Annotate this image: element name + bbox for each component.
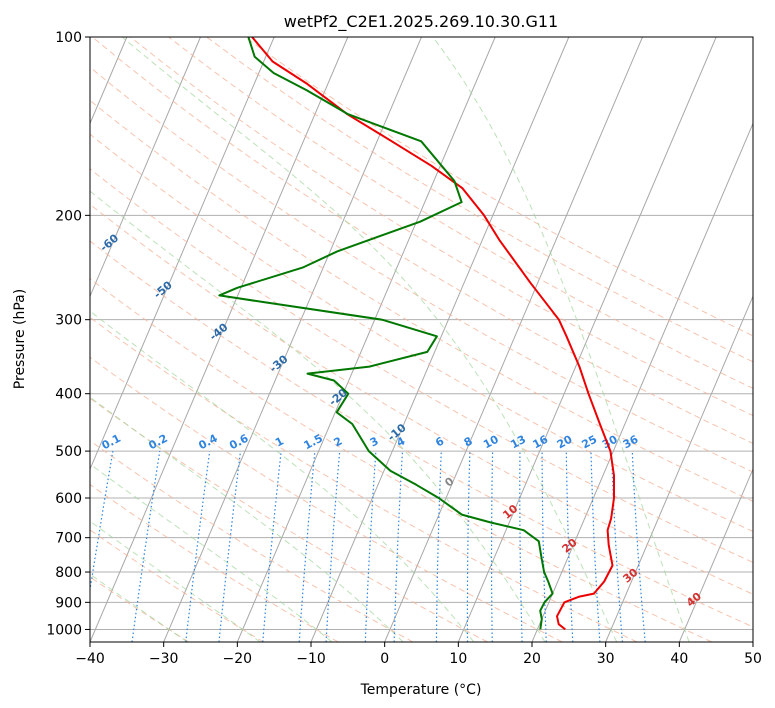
y-axis-label: Pressure (hPa) bbox=[12, 289, 28, 389]
dry-adiabat-130 bbox=[168, 37, 753, 389]
y-tick-label-600: 600 bbox=[55, 491, 82, 507]
x-axis-label: Temperature (°C) bbox=[360, 682, 482, 698]
mixing-ratio-line-36 bbox=[631, 451, 646, 642]
isotherm-10 bbox=[457, 37, 717, 642]
isotherm--30 bbox=[163, 37, 422, 642]
x-tick-label-40: 40 bbox=[670, 651, 688, 667]
isotherm--40 bbox=[90, 37, 349, 642]
mixing-ratio-line-0.2 bbox=[131, 451, 161, 642]
isotherm-30 bbox=[605, 295, 753, 642]
dewpoint-profile bbox=[218, 37, 554, 630]
dry-adiabat-40 bbox=[90, 278, 712, 642]
mixing-ratio-label-36: 36 bbox=[621, 433, 641, 452]
dry-adiabat-150 bbox=[244, 37, 753, 337]
y-tick-label-1000: 1000 bbox=[46, 622, 82, 638]
x-axis: −40 −30 −20 −10 0 10 20 30 40 50 bbox=[75, 642, 762, 667]
isotherm-0 bbox=[384, 37, 643, 642]
moist-adiabat--10 bbox=[90, 463, 333, 642]
dry-adiabat-60 bbox=[90, 203, 753, 595]
y-tick-label-500: 500 bbox=[55, 444, 82, 460]
mixing-ratio-line-0.6 bbox=[218, 451, 242, 642]
y-tick-label-200: 200 bbox=[55, 208, 82, 224]
mixing-ratio-line-1 bbox=[262, 451, 282, 642]
mixing-ratio-label-13: 13 bbox=[508, 433, 528, 452]
mixing-ratio-label-16: 16 bbox=[531, 433, 551, 452]
y-tick-label-100: 100 bbox=[55, 30, 82, 46]
moist-adiabat--20 bbox=[90, 520, 261, 642]
dry-adiabat-110 bbox=[91, 37, 753, 445]
dry-adiabat-80 bbox=[90, 133, 753, 533]
x-tick-label-20: 20 bbox=[523, 651, 541, 667]
dry-adiabat--10 bbox=[90, 483, 339, 642]
mixing-ratio-line-1.5 bbox=[298, 451, 316, 642]
moist-adiabat-40 bbox=[432, 37, 690, 642]
moist-adiabat-10 bbox=[90, 310, 475, 642]
mixing-ratio-label-10: 10 bbox=[481, 433, 501, 452]
x-tick-label-10: 10 bbox=[449, 651, 467, 667]
temperature-profile bbox=[251, 37, 615, 631]
y-axis: 100 200 300 400 500 600 700 800 900 1000 bbox=[46, 30, 90, 638]
dry-adiabat-90 bbox=[90, 99, 753, 502]
moist-adiabat-0 bbox=[90, 396, 404, 642]
mixing-ratio-label-25: 25 bbox=[580, 433, 600, 452]
chart-title: wetPf2_C2E1.2025.269.10.30.G11 bbox=[284, 12, 558, 32]
moist-adiabat-30 bbox=[121, 37, 618, 642]
dry-adiabat-30 bbox=[90, 316, 638, 642]
x-tick-label--20: −20 bbox=[223, 651, 253, 667]
mixing-ratio-line-0.1 bbox=[90, 450, 114, 594]
isotherm-40 bbox=[678, 467, 753, 642]
isotherm--20 bbox=[236, 37, 496, 642]
isotherm--60 bbox=[90, 37, 201, 298]
dry-adiabat-70 bbox=[90, 168, 753, 563]
mixing-ratio-line-0.4 bbox=[185, 451, 211, 642]
dry-adiabat--20 bbox=[90, 529, 264, 642]
dry-adiabat-50 bbox=[90, 240, 753, 628]
dry-adiabat-20 bbox=[90, 356, 563, 642]
dry-adiabat-120 bbox=[130, 37, 753, 417]
x-tick-label-0: 0 bbox=[380, 651, 389, 667]
y-tick-label-400: 400 bbox=[55, 387, 82, 403]
isotherm--50 bbox=[90, 37, 275, 471]
x-tick-label--30: −30 bbox=[149, 651, 179, 667]
mixing-ratio-label-20: 20 bbox=[555, 433, 575, 452]
y-tick-label-300: 300 bbox=[55, 313, 82, 329]
y-tick-label-700: 700 bbox=[55, 531, 82, 547]
plot-area: 0.10.20.40.611.52346810131620253036-100-… bbox=[90, 37, 753, 642]
isotherm-20 bbox=[531, 122, 753, 642]
moist-adiabat--30 bbox=[90, 573, 188, 642]
y-tick-label-900: 900 bbox=[55, 595, 82, 611]
plot-frame bbox=[89, 36, 754, 643]
x-tick-label--40: −40 bbox=[75, 651, 105, 667]
y-tick-label-800: 800 bbox=[55, 565, 82, 581]
x-tick-label-30: 30 bbox=[597, 651, 615, 667]
x-tick-label-50: 50 bbox=[744, 651, 762, 667]
x-tick-label--10: −10 bbox=[296, 651, 326, 667]
